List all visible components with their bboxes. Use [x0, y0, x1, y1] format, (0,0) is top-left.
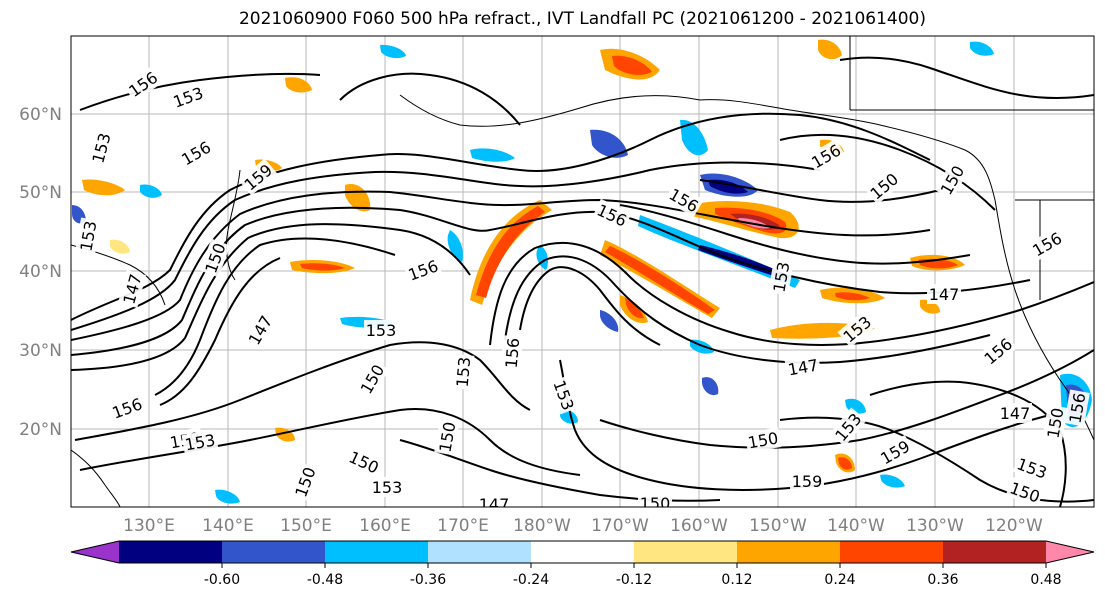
colorbar-segment — [840, 541, 944, 563]
latitude-label: 40°N — [19, 262, 62, 282]
svg-text:153: 153 — [453, 356, 475, 388]
colorbar: -0.60 -0.48 -0.36 -0.24 -0.12 0.12 0.24 0.36 0.4… — [70, 540, 1095, 588]
contour-label: 159 — [790, 471, 824, 491]
colorbar-segment — [737, 541, 841, 563]
longitude-label: 120°W — [985, 516, 1043, 536]
longitude-label: 130°W — [906, 516, 964, 536]
colorbar-tick-label: -0.36 — [410, 572, 446, 588]
colorbar-outline — [70, 540, 1095, 564]
contour-label: 153 — [370, 477, 404, 497]
map-frame — [70, 35, 1095, 508]
longitude-label: 170°W — [591, 516, 649, 536]
latitude-labels: 60°N 50°N 40°N 30°N 20°N — [19, 105, 62, 440]
contour-label: 150 — [638, 493, 672, 513]
latitude-label: 60°N — [19, 105, 62, 125]
colorbar-segment — [943, 541, 1047, 563]
contour-lines — [71, 56, 1094, 507]
colorbar-segment — [119, 541, 223, 563]
colorbar-extend-low — [71, 541, 119, 563]
longitude-label: 160°W — [670, 516, 728, 536]
contour-label: 147 — [477, 494, 511, 514]
contour-label: 153 — [364, 320, 398, 340]
contour-label: 153 — [451, 354, 475, 390]
colorbar-tick-label: -0.60 — [204, 572, 240, 588]
colorbar-tick-label: 0.48 — [1030, 572, 1061, 588]
longitude-label: 150°E — [280, 516, 332, 536]
longitude-label: 150°W — [749, 516, 807, 536]
map-title: 2021060900 F060 500 hPa refract., IVT La… — [238, 9, 926, 29]
svg-text:153: 153 — [366, 321, 397, 340]
longitude-label: 170°E — [437, 516, 489, 536]
contour-label: 153 — [768, 258, 794, 296]
latitude-label: 30°N — [19, 341, 62, 361]
colorbar-tick-label: -0.12 — [616, 572, 652, 588]
colorbar-tick-label: 0.12 — [721, 572, 752, 588]
colorbar-tick-label: 0.24 — [824, 572, 855, 588]
colorbar-tick-label: -0.24 — [513, 572, 549, 588]
colorbar-tick-label: -0.48 — [307, 572, 343, 588]
contour-label: 153 — [837, 310, 877, 348]
contour-label: 147 — [927, 284, 961, 304]
colorbar-segment — [325, 541, 429, 563]
latitude-label: 20°N — [19, 420, 62, 440]
longitude-label: 140°E — [202, 516, 254, 536]
contour-label: 156 — [806, 138, 846, 174]
longitude-labels: 130°E 140°E 150°E 160°E 170°E 180°W 170°W 160°W… — [123, 516, 1043, 536]
colorbar-segment — [531, 541, 635, 563]
contour-label: 156 — [664, 182, 704, 218]
colorbar-segment — [428, 541, 532, 563]
contour-label: 147 — [998, 403, 1032, 423]
svg-text:153: 153 — [372, 478, 403, 497]
colorbar-tick-label: 0.36 — [927, 572, 958, 588]
longitude-label: 130°E — [123, 516, 175, 536]
svg-text:150: 150 — [640, 494, 671, 513]
contour-label: 147 — [784, 354, 822, 380]
longitude-label: 160°E — [359, 516, 411, 536]
svg-text:147: 147 — [1000, 404, 1031, 423]
longitude-label: 180°W — [513, 516, 571, 536]
svg-text:147: 147 — [479, 495, 510, 514]
svg-text:159: 159 — [792, 472, 823, 491]
contour-label: 156 — [500, 335, 524, 371]
svg-text:156: 156 — [502, 337, 524, 369]
colorbar-segment — [222, 541, 326, 563]
colorbar-segment — [634, 541, 738, 563]
latitude-label: 50°N — [19, 183, 62, 203]
colorbar-extend-high — [1046, 541, 1094, 563]
longitude-label: 140°W — [827, 516, 885, 536]
svg-text:147: 147 — [929, 285, 960, 304]
contour-label: 153 — [75, 217, 101, 255]
